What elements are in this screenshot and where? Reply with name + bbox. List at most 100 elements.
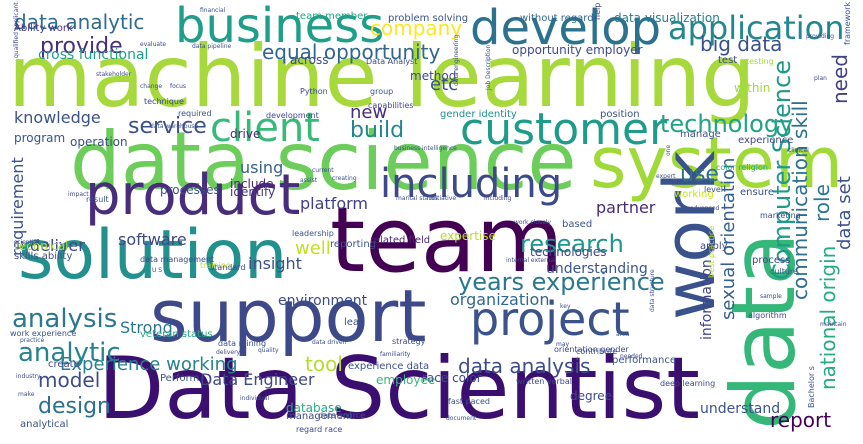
word-technique-128: technique [144,97,184,106]
word-data-analytic-22: data analytic [14,10,145,34]
word-data-engineering-168: data engineering [453,34,460,86]
word-environment-56: environment [278,293,368,309]
word-strategy-109: strategy [392,337,426,346]
word-data-mining-110: data mining [218,339,267,348]
word-employee-89: employee [376,373,436,387]
word-data-management-107: data management [140,255,215,264]
word-support-3: support [150,274,427,358]
word-organization-57: organization [450,290,550,309]
word-bachelor-s-121: Bachelor s [807,366,816,408]
word-including-180: including [484,195,512,202]
word-familiarity-158: familiarity [380,351,411,358]
word-cross-functional-61: cross functional [38,47,149,63]
word-marital-status-159: marital status [396,195,438,202]
word-culture-119: culture [770,267,798,276]
word-deliver-54: deliver [30,236,85,255]
word-project-12: project [470,292,630,346]
word-degree-85: degree [570,389,613,403]
word-technologies-80: technologies [530,245,607,259]
word-report-33: report [770,408,832,432]
word-data-source-112: data source [318,411,366,420]
word-without-regard-73: without regard [520,13,594,24]
word-team-4: team [330,188,564,293]
word-advanced-173: advanced [690,205,720,212]
word-big-data-26: big data [700,32,783,56]
word-team-member-70: team member [296,11,368,22]
word-python-134: Python [300,87,328,96]
word-analysis-18: analysis [12,304,118,334]
word-data-analysis-34: data analysis [458,354,591,378]
word-quality-146: quality [258,347,279,354]
word-position-76: position [600,109,640,120]
word-regard-race-111: regard race [296,425,343,434]
word-manage-79: manage [680,129,721,140]
word-training-155: training [200,261,231,270]
word-data-driven-157: data driven [312,339,347,346]
word-initiative-160: initiative [430,195,457,202]
word-based-161: based [562,219,593,230]
word-etc-51: etc [430,74,459,95]
word-may-149: may [556,341,570,348]
word-algorithm-126: algorithm [748,311,787,320]
word-data-warehouse-133: data warehouse [150,123,199,130]
word-design-32: design [38,394,111,419]
word-sexual-orientation-40: sexual orientation [718,157,739,320]
word-need-29: need [828,54,852,104]
word-result-154: result [86,195,109,204]
word-company-27: company [370,16,463,40]
word-perform-90: Perform [160,373,200,384]
word-data-structure-171: data structure [649,269,656,312]
word-program-63: program [14,131,66,145]
word-ability-work-69: Ability work [14,23,73,34]
word-build-25: build [350,118,405,143]
word-working-81: working [674,189,714,200]
word-current-138: current [312,167,334,174]
word-drive-65: drive [230,127,261,141]
word-make-148: make [18,391,35,398]
word-use-49: use [680,162,719,187]
word-practice-163: practice [20,337,45,344]
word-assist-152: assist [300,177,318,184]
word-management-92: management [286,411,353,422]
word-performance-86: performance [612,355,677,366]
word-business-intelligence-116: business intelligence [394,145,457,152]
word-solution-5: solution [18,216,288,295]
word-apply-96: apply [700,241,728,252]
word-research-20: research [520,230,624,258]
word-reporting-84: reporting [330,239,377,250]
word-data-scientist-2: Data Scientist [98,339,700,439]
word-customer-14: customer [460,104,668,155]
word-partner-50: partner [596,198,656,217]
word-processes-68: processes [160,183,220,197]
word-insight-53: insight [248,254,302,273]
word-marketing-103: marketing [760,211,801,220]
word-application-16: application [668,9,845,47]
word-provide-23: provide [40,34,123,59]
word-new-52: new [350,102,388,123]
word-expert-137: expert [656,173,676,180]
word-financial-143: financial [200,7,226,14]
word-identify-67: identify [230,185,276,199]
word-work-closely-169: work closely [514,219,552,226]
word-product-9: product [85,163,301,228]
word-understand-60: understand [700,401,781,417]
word-leadership-127: leadership [292,229,334,238]
word-ensure-97: ensure [740,187,775,198]
word-standard-117: standard [210,263,246,272]
word-lead-99: lead [344,317,366,328]
word-data-analyst-113: Data Analyst [366,57,418,66]
word-problem-solving-71: problem solving [388,13,469,24]
word-capabilities-130: capabilities [368,101,414,110]
word-include-66: include [230,177,274,191]
word-area-165: area [616,331,630,338]
word-service-24: service [128,114,207,139]
word-development-132: development [266,111,319,120]
word-experience-data-95: experience data [348,361,430,372]
word-race-color-88: race color [422,371,482,385]
word-gender-identity-77: gender identity [440,109,517,120]
word-internal-external-170: internal external [506,257,556,264]
word-needed-166: needed [620,353,643,360]
word-tool-30: tool [305,352,343,376]
word-client-15: client [210,105,320,151]
word-individual-150: individual [240,395,270,402]
